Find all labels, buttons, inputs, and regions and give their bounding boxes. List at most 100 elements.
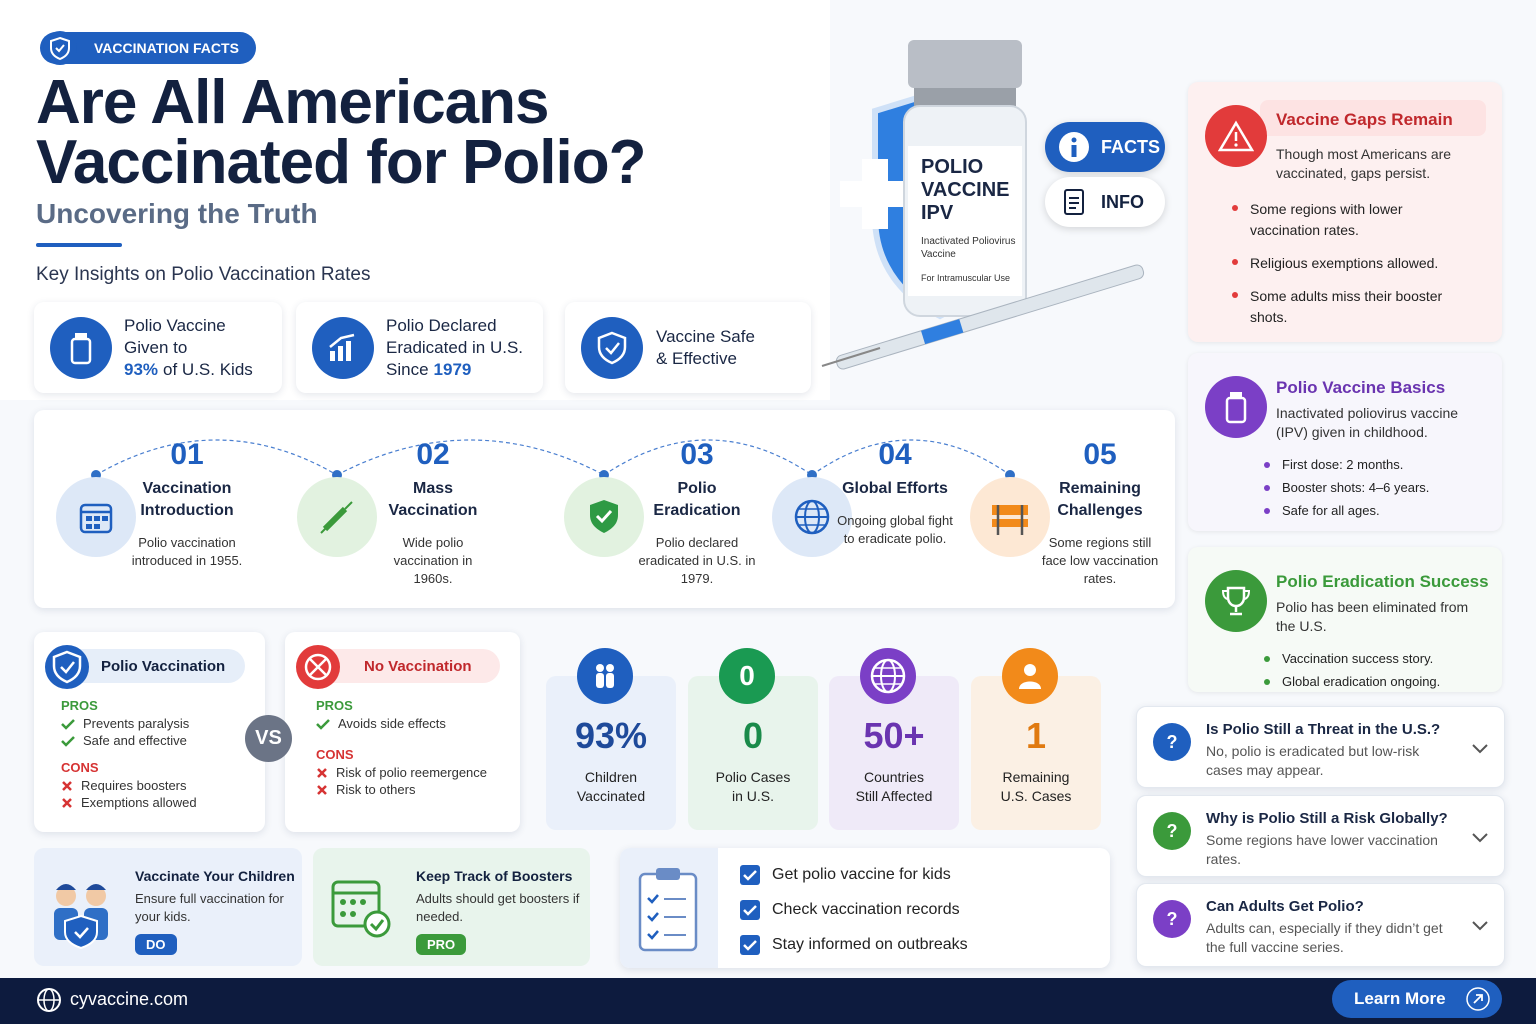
graphic-path (647, 894, 659, 904)
step-title: Global Efforts (842, 480, 948, 497)
graphic-svg[interactable] (1062, 188, 1086, 216)
graphic-svg[interactable] (1470, 830, 1490, 844)
graphic-rect (992, 505, 1028, 515)
learn-more-button[interactable]: Learn More (1332, 980, 1502, 1018)
faq-question: Why is Polio Still a Risk Globally? (1206, 810, 1448, 827)
side-bullet: Global eradication ongoing. (1264, 673, 1484, 690)
graphic-path (1226, 586, 1246, 608)
graphic-path (317, 784, 327, 795)
faq-answer: Adults can, especially if they didn’t ge… (1206, 920, 1443, 955)
vial-small-text: Vaccine (921, 249, 956, 260)
step-title: Polio Eradication (653, 480, 741, 519)
pill-button[interactable]: FACTS (1045, 122, 1165, 172)
graphic-path[interactable] (1472, 833, 1488, 843)
graphic-circle (363, 910, 391, 938)
bullet-dot (1264, 462, 1270, 468)
graphic-svg[interactable]: ? (1162, 820, 1182, 842)
graphic-svg (794, 499, 830, 535)
graphic-path[interactable] (1473, 994, 1483, 1004)
key-highlight: 93% (124, 360, 159, 379)
bullet-text: Vaccination success story. (1282, 651, 1434, 666)
graphic-circle[interactable] (1465, 987, 1490, 1011)
side-bullet: Booster shots: 4–6 years. (1264, 479, 1484, 496)
graphic-svg[interactable]: ? (1162, 908, 1182, 930)
compare-title: No Vaccination (364, 658, 472, 675)
graphic-svg (70, 333, 92, 365)
graphic-circle (56, 886, 76, 906)
graphic-path (60, 661, 75, 674)
button-text[interactable]: INFO (1101, 191, 1144, 212)
icon (45, 645, 89, 689)
step-icon (297, 477, 377, 557)
graphic-circle (596, 664, 604, 672)
side-intro: Inactivated poliovirus vaccine (IPV) giv… (1276, 405, 1459, 440)
graphic-rect[interactable] (1071, 145, 1077, 157)
checklist-text: Get polio vaccine for kids (772, 866, 951, 883)
graphic-svg (992, 505, 1028, 535)
graphic-text[interactable]: ? (1167, 909, 1178, 929)
graphic-rect (102, 516, 108, 521)
faq-icon: ? (1153, 812, 1191, 850)
graphic-path[interactable] (1472, 921, 1488, 931)
graphic-svg[interactable] (1470, 741, 1490, 755)
action-text: Keep Track of Boosters Adults should get … (416, 868, 581, 955)
graphic-circle (1234, 143, 1238, 147)
faq-icon: ? (1153, 723, 1191, 761)
graphic-path (86, 884, 106, 890)
graphic-circle (86, 886, 106, 906)
arrow-icon[interactable] (1465, 987, 1490, 1011)
stat-label: Countries Still Affected (855, 769, 933, 804)
step-number: 02 (416, 438, 450, 471)
action-desc: Adults should get boosters if needed. (416, 891, 580, 924)
graphic-text[interactable]: ? (1167, 821, 1178, 841)
bullet-dot (1264, 485, 1270, 491)
action-tag: DO (135, 934, 177, 955)
graphic-circle (606, 664, 614, 672)
faq-chevron[interactable] (1470, 918, 1490, 932)
graphic-path[interactable] (1472, 744, 1488, 754)
graphic-rect (79, 503, 113, 534)
key-text: Vaccine Safe & Effective (656, 326, 755, 370)
graphic-svg (329, 333, 355, 361)
stat-icon: 0 (719, 648, 775, 704)
step-icon (56, 477, 136, 557)
graphic-rect (1230, 392, 1242, 398)
graphic-svg (1225, 392, 1247, 424)
pill-button[interactable]: INFO (1045, 177, 1165, 227)
graphic-rect[interactable] (1064, 189, 1084, 215)
key-highlight: 1979 (433, 360, 472, 379)
pro-text: Prevents paralysis (83, 716, 190, 731)
graphic-path (811, 439, 1011, 476)
graphic-circle (360, 899, 366, 905)
graphic-svg[interactable] (1064, 135, 1084, 159)
button-text[interactable]: FACTS (1101, 136, 1161, 157)
clipboard-icon (620, 848, 718, 968)
faq-item[interactable]: ? Is Polio Still a Threat in the U.S.? No,… (1136, 706, 1505, 788)
button-icon[interactable] (1059, 132, 1089, 162)
faq-question: Is Polio Still a Threat in the U.S.? (1206, 721, 1441, 738)
compare-body: PROS Prevents paralysis Safe and effective… (61, 698, 197, 812)
graphic-circle[interactable] (1071, 137, 1077, 143)
faq-item[interactable]: ? Why is Polio Still a Risk Globally? Some… (1136, 795, 1505, 877)
faq-item[interactable]: ? Can Adults Get Polio? Adults can, especi… (1136, 883, 1505, 967)
compare-body: PROS Avoids side effects CONS Risk of polio… (316, 698, 487, 799)
faq-chevron[interactable] (1470, 741, 1490, 755)
button-icon[interactable] (1059, 187, 1089, 217)
graphic-svg[interactable]: ? (1162, 731, 1182, 753)
pro-item: Prevents paralysis (61, 716, 197, 731)
vial-label: POLIO VACCINE IPV Inactivated Poliovirus Vac… (921, 156, 1021, 283)
side-bullet: Religious exemptions allowed. (1232, 253, 1462, 274)
vial-text: IPV (921, 202, 954, 224)
graphic-path (52, 650, 82, 684)
side-bullets: Some regions with lower vaccination rate… (1232, 199, 1462, 340)
graphic-path (743, 940, 757, 951)
pros-label: PROS (316, 698, 353, 713)
step-desc: Some regions still face low vaccination … (1041, 535, 1159, 586)
faq-chevron[interactable] (1470, 830, 1490, 844)
action-illustration (44, 868, 124, 950)
graphic-text[interactable]: ? (1167, 732, 1178, 752)
button-text[interactable]: Learn More (1354, 989, 1446, 1008)
badge: VACCINATION FACTS (40, 32, 256, 64)
graphic-svg[interactable] (1470, 918, 1490, 932)
